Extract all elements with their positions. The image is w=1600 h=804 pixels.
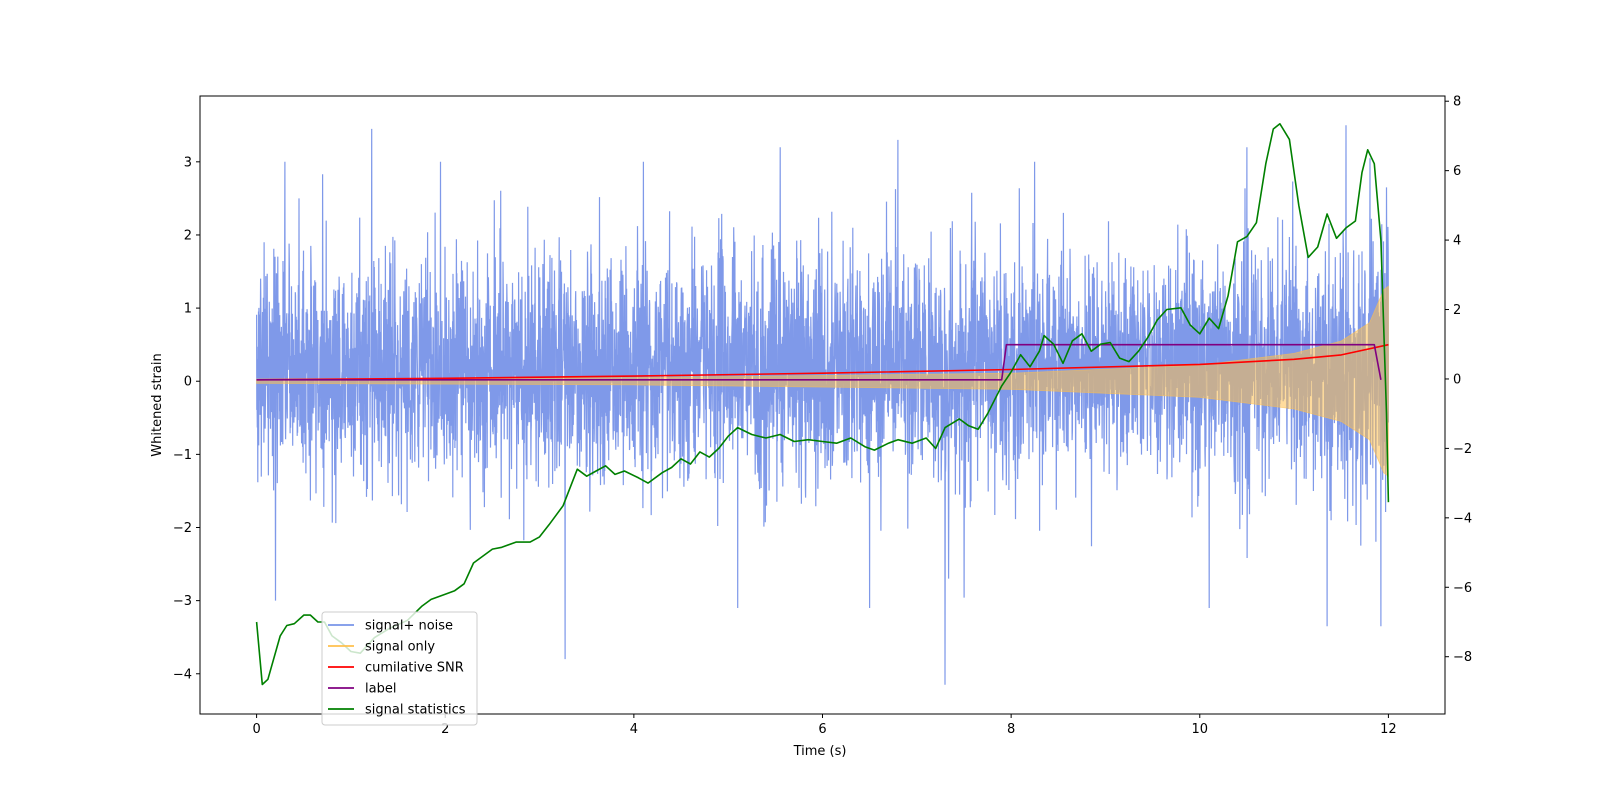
y-tick-label: −4 (173, 667, 192, 682)
y-tick-label: 2 (184, 228, 192, 243)
x-tick-label: 12 (1380, 722, 1397, 737)
y2-tick-label: 8 (1453, 95, 1461, 110)
legend-label: signal only (365, 640, 435, 655)
y2-tick-label: −6 (1453, 581, 1472, 596)
series-signal-statistics (255, 123, 1390, 686)
y-tick-label: −3 (173, 594, 192, 609)
series-label (256, 343, 1382, 381)
series-cumulative-snr (256, 343, 1389, 381)
x-tick-label: 8 (1007, 722, 1015, 737)
y2-tick-label: −4 (1453, 511, 1472, 526)
legend: signal+ noise signal only cumilative SNR la… (321, 611, 478, 726)
y2-axis-ticks: −8 −6 −4 −2 0 2 4 6 8 (1445, 95, 1472, 665)
series-signal-plus-noise (256, 125, 1389, 685)
x-tick-label: 6 (818, 722, 826, 737)
y2-tick-label: 2 (1453, 303, 1461, 318)
y-axis-label: Whitened strain (150, 353, 165, 456)
y2-tick-label: 4 (1453, 234, 1461, 249)
x-axis-ticks: 0 2 4 6 8 10 12 (252, 714, 1397, 737)
legend-label: signal statistics (365, 703, 466, 718)
y2-tick-label: −8 (1453, 650, 1472, 665)
x-tick-label: 0 (252, 722, 260, 737)
y-tick-label: 0 (184, 375, 192, 390)
x-tick-label: 2 (441, 722, 449, 737)
y2-tick-label: 0 (1453, 372, 1461, 387)
y-tick-label: −2 (173, 521, 192, 536)
y2-tick-label: 6 (1453, 164, 1461, 179)
legend-label: cumilative SNR (365, 661, 464, 676)
legend-box (321, 611, 478, 726)
y-tick-label: −1 (173, 448, 192, 463)
y-tick-label: 1 (184, 302, 192, 317)
y-tick-label: 3 (184, 155, 192, 170)
y2-tick-label: −2 (1453, 442, 1472, 457)
y-axis-ticks: −4 −3 −2 −1 0 1 2 3 (173, 155, 200, 682)
x-axis-label: Time (s) (793, 744, 847, 759)
x-tick-label: 10 (1191, 722, 1208, 737)
legend-label: label (365, 682, 396, 697)
x-tick-label: 4 (630, 722, 638, 737)
legend-label: signal+ noise (365, 619, 453, 634)
